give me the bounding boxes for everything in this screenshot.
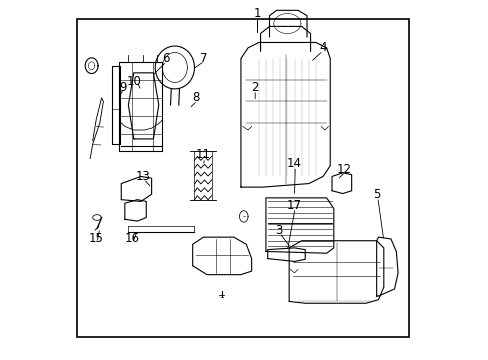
Text: 17: 17 — [286, 198, 302, 212]
Text: 14: 14 — [286, 157, 302, 170]
Text: 1: 1 — [253, 8, 260, 21]
Text: 16: 16 — [124, 233, 139, 246]
Text: 5: 5 — [372, 188, 380, 201]
Text: 9: 9 — [119, 81, 126, 94]
Text: 4: 4 — [319, 41, 326, 54]
Text: 15: 15 — [89, 233, 103, 246]
Text: 2: 2 — [251, 81, 259, 94]
Text: 13: 13 — [135, 170, 150, 183]
Text: 10: 10 — [126, 75, 141, 88]
Text: 7: 7 — [199, 52, 207, 65]
Text: 8: 8 — [192, 91, 200, 104]
Text: 11: 11 — [196, 148, 210, 162]
Bar — [77, 19, 408, 337]
Text: 6: 6 — [162, 52, 169, 65]
Text: 12: 12 — [336, 163, 351, 176]
Text: 3: 3 — [274, 224, 282, 237]
